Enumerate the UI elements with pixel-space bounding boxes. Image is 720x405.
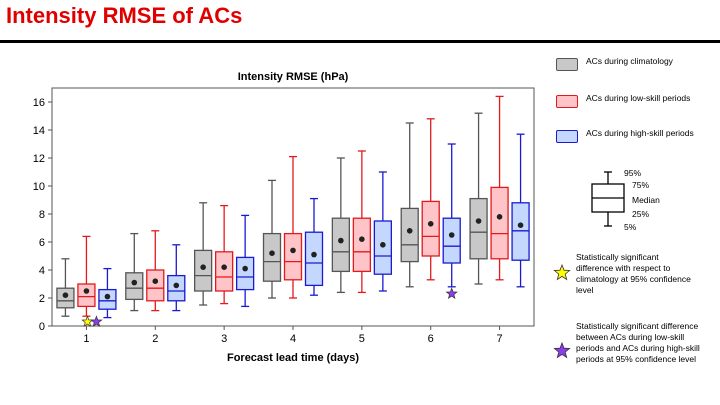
x-tick-label: 3 xyxy=(221,333,227,345)
box-high-skill-7-iqr xyxy=(511,202,530,261)
box-climatology-4-iqr xyxy=(262,232,282,282)
purple-star-icon xyxy=(445,287,458,299)
box-low-skill-5-mean xyxy=(359,236,365,242)
box-high-skill-3-iqr xyxy=(235,256,255,291)
box-low-skill-4-iqr xyxy=(283,232,303,281)
legend-label-climatology: ACs during climatology xyxy=(586,56,673,66)
box-high-skill-5-iqr xyxy=(373,220,393,275)
x-tick-label: 6 xyxy=(428,333,434,345)
box-low-skill-6-mean xyxy=(427,221,434,227)
key-label-p25: 25% xyxy=(632,209,650,219)
box-high-skill-5-mean xyxy=(380,242,386,248)
box-high-skill-1-mean xyxy=(104,293,111,300)
box-high-skill-6-iqr xyxy=(442,217,461,264)
legend-swatch-high-skill xyxy=(556,130,578,143)
box-low-skill-4-mean xyxy=(290,247,296,254)
y-tick-label: 8 xyxy=(39,209,45,221)
legend-swatch-climatology xyxy=(556,58,578,71)
box-climatology-2-iqr xyxy=(125,272,144,301)
legend-item-low-skill: ACs during low-skill periods xyxy=(556,93,696,108)
box-low-skill-5-iqr xyxy=(352,217,372,273)
box-low-skill-3-iqr xyxy=(214,251,234,292)
box-high-skill-2-mean xyxy=(173,282,180,289)
box-climatology-5-mean xyxy=(338,237,344,244)
legend-swatch-low-skill xyxy=(556,95,578,108)
box-climatology-6-mean xyxy=(406,228,413,234)
y-tick-label: 14 xyxy=(33,125,45,137)
box-high-skill-1-iqr xyxy=(98,288,117,310)
box-low-skill-1-mean xyxy=(83,288,90,294)
box-low-skill-2-iqr xyxy=(146,269,165,302)
x-tick-label: 5 xyxy=(359,333,365,345)
box-climatology-3-iqr xyxy=(193,249,213,292)
purple-star-icon xyxy=(90,315,103,327)
box-low-skill-1-iqr xyxy=(77,283,96,308)
box-high-skill-3-mean xyxy=(242,265,248,272)
x-tick-label: 2 xyxy=(152,333,158,345)
box-low-skill-6-iqr xyxy=(421,200,440,257)
key-label-median: Median xyxy=(632,195,660,205)
note-purple-star: Statistically significant difference bet… xyxy=(576,321,700,364)
legend-label-low-skill: ACs during low-skill periods xyxy=(586,93,691,103)
box-high-skill-7-mean xyxy=(517,222,524,228)
y-tick-label: 10 xyxy=(33,181,45,193)
box-high-skill-4-mean xyxy=(311,251,317,258)
title-divider xyxy=(0,40,720,43)
box-low-skill-3-mean xyxy=(221,264,227,271)
box-high-skill-2-iqr xyxy=(167,274,186,302)
box-low-skill-7-mean xyxy=(496,214,503,220)
chart-title: Intensity RMSE (hPa) xyxy=(238,71,349,83)
key-label-p75: 75% xyxy=(632,180,650,190)
box-climatology-6-iqr xyxy=(400,207,419,263)
key-label-p95: 95% xyxy=(624,168,642,178)
y-tick-label: 16 xyxy=(33,97,45,109)
box-climatology-7-iqr xyxy=(469,197,488,260)
legend-item-climatology: ACs during climatology xyxy=(556,56,696,71)
box-climatology-1-mean xyxy=(62,292,69,299)
page-title: Intensity RMSE of ACs xyxy=(6,3,243,28)
box-low-skill-7-iqr xyxy=(490,186,509,260)
legend-purple-star-icon xyxy=(553,341,571,359)
x-tick-label: 7 xyxy=(497,333,503,345)
y-tick-label: 2 xyxy=(39,293,45,305)
legend-item-high-skill: ACs during high-skill periods xyxy=(556,128,696,143)
note-yellow-star: Statistically significant difference wit… xyxy=(576,252,691,295)
y-tick-label: 0 xyxy=(39,321,45,333)
x-tick-label: 4 xyxy=(290,333,296,345)
box-high-skill-6-mean xyxy=(448,232,455,238)
box-high-skill-4-iqr xyxy=(304,231,324,287)
box-climatology-7-mean xyxy=(475,218,482,224)
x-tick-label: 1 xyxy=(83,333,89,345)
key-label-p5: 5% xyxy=(624,222,637,232)
box-climatology-4-mean xyxy=(269,250,275,256)
x-axis-label: Forecast lead time (days) xyxy=(227,352,359,364)
y-tick-label: 12 xyxy=(33,153,45,165)
box-climatology-5-iqr xyxy=(331,217,351,273)
legend-label-high-skill: ACs during high-skill periods xyxy=(586,128,694,138)
box-low-skill-2-mean xyxy=(152,278,159,285)
legend-yellow-star-icon xyxy=(553,263,571,281)
y-tick-label: 4 xyxy=(39,265,45,277)
box-climatology-2-mean xyxy=(131,279,138,286)
box-climatology-3-mean xyxy=(200,264,206,271)
y-tick-label: 6 xyxy=(39,237,45,249)
